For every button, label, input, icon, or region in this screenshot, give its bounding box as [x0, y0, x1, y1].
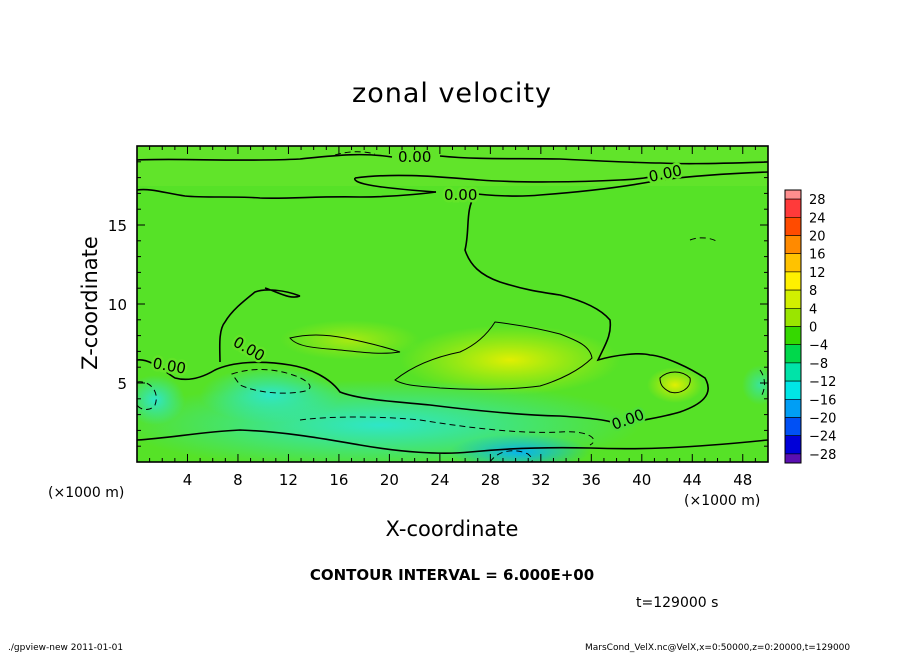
colorbar-swatch: [784, 198, 802, 218]
colorbar-swatch: [784, 189, 802, 200]
x-tick-label: 40: [632, 471, 651, 489]
x-axis-label: X-coordinate: [386, 517, 519, 541]
colorbar-swatch: [784, 289, 802, 309]
colorbar-label: 20: [809, 230, 826, 245]
colorbar-label: 4: [809, 302, 817, 317]
colorbar-label: −8: [809, 357, 828, 372]
colorbar-swatch: [784, 307, 802, 327]
contour-label: 0.00: [398, 148, 431, 166]
x-tick-label: 48: [733, 471, 752, 489]
x-tick-label: 8: [233, 471, 243, 489]
colorbar-label: 16: [809, 248, 826, 263]
x-tick-label: 20: [380, 471, 399, 489]
y-axis: 5 10 15: [108, 145, 768, 463]
colorbar-swatch: [784, 435, 802, 455]
colorbar-swatch: [784, 253, 802, 273]
contour-zero-main: [137, 171, 768, 426]
colorbar-label: −24: [809, 430, 836, 445]
x-axis: 4 8 12 16 20 24 28 32 36 40 44 48: [136, 146, 769, 489]
y-axis-label: Z-coordinate: [78, 236, 102, 370]
y-unit-label: (×1000 m): [48, 485, 124, 501]
colorbar: 28 24 20 16 12 8 4 0 −4 −8 −12 −16 −20 −24 −28: [784, 189, 836, 464]
colorbar-label: −16: [809, 393, 836, 408]
colorbar-label: 28: [809, 193, 826, 208]
colorbar-label: −28: [809, 448, 836, 463]
velocity-field: [137, 146, 768, 462]
x-tick-label: 28: [481, 471, 500, 489]
colorbar-swatch: [784, 217, 802, 236]
colorbar-label: −20: [809, 412, 836, 427]
colorbar-label: −4: [809, 339, 828, 354]
x-tick-label: 4: [183, 471, 193, 489]
x-tick-label: 36: [582, 471, 601, 489]
contour-zero-band: [354, 174, 651, 193]
colorbar-swatch: [784, 417, 802, 437]
footer-left: ./gpview-new 2011-01-01: [8, 643, 124, 653]
colorbar-swatch: [784, 271, 802, 291]
contour-minus6: [137, 151, 765, 462]
contour-interval-text: CONTOUR INTERVAL = 6.000E+00: [309, 566, 595, 584]
colorbar-swatch: [784, 326, 802, 346]
x-tick-label: 16: [329, 471, 348, 489]
x-tick-label: 12: [279, 471, 298, 489]
chart-title: zonal velocity: [352, 78, 552, 109]
colorbar-label: 0: [809, 321, 817, 336]
contour-zero-low: [137, 429, 768, 454]
x-tick-label: 44: [683, 471, 702, 489]
colorbar-label: 8: [809, 284, 817, 299]
x-unit-label: (×1000 m): [684, 493, 760, 509]
colorbar-label: −12: [809, 375, 836, 390]
colorbar-swatch: [784, 235, 802, 255]
contour-label: 0.00: [444, 186, 477, 204]
contour-plus6: [289, 321, 691, 394]
colorbar-frame: [784, 189, 802, 464]
time-label: t=129000 s: [636, 595, 719, 611]
colorbar-swatch: [784, 453, 802, 464]
contour-zero-top: [137, 153, 768, 165]
y-tick-label: 5: [117, 375, 127, 393]
x-tick-label: 24: [430, 471, 449, 489]
y-tick-label: 15: [108, 217, 127, 235]
colorbar-label: 12: [809, 266, 826, 281]
colorbar-swatch: [784, 362, 802, 382]
colorbar-label: 24: [809, 211, 826, 226]
colorbar-swatch: [784, 398, 802, 418]
contour-lines: [137, 151, 768, 462]
colorbar-swatch: [784, 380, 802, 400]
x-tick-label: 32: [531, 471, 550, 489]
colorbar-swatch: [784, 344, 802, 364]
footer-right: MarsCond_VelX.nc@VelX,x=0:50000,z=0:2000…: [585, 643, 851, 653]
y-tick-label: 10: [108, 296, 127, 314]
